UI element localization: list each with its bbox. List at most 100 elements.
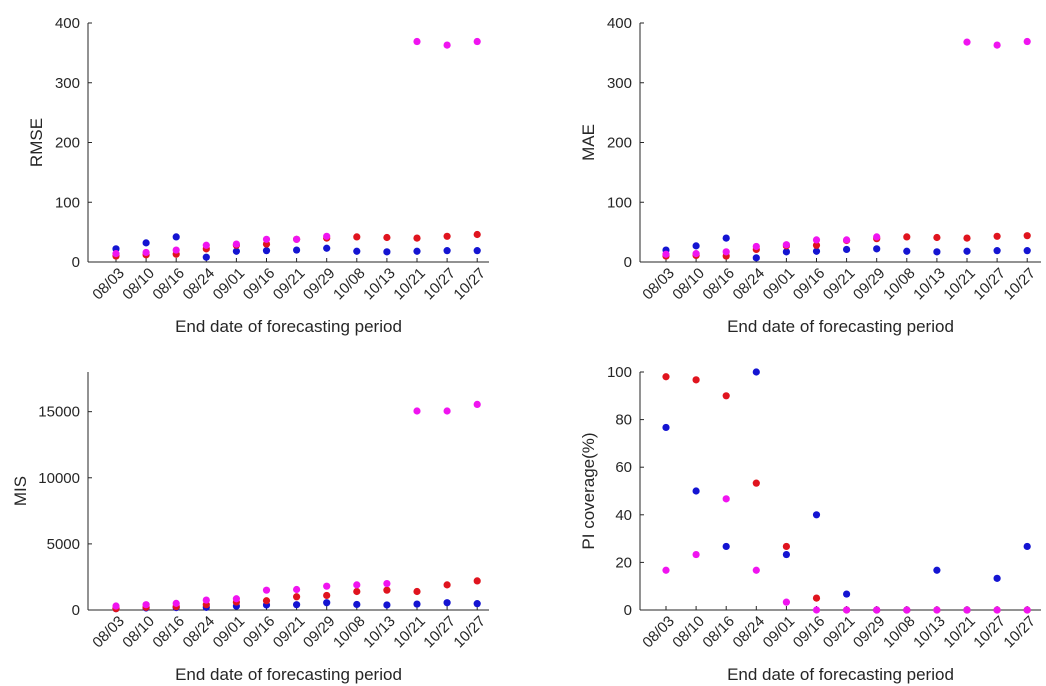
data-point-blue xyxy=(722,542,730,551)
data-point-magenta xyxy=(473,37,481,46)
x-tick-label: 10/21 xyxy=(940,613,979,652)
data-point-magenta xyxy=(202,241,210,249)
data-point-magenta xyxy=(473,400,481,408)
data-point-red xyxy=(692,376,700,384)
x-tick-label: 08/10 xyxy=(669,613,708,652)
data-point-blue xyxy=(963,247,971,255)
data-point-magenta xyxy=(413,407,421,415)
data-point-blue xyxy=(752,368,760,376)
data-point-blue xyxy=(323,244,331,252)
data-point-red xyxy=(323,591,331,600)
y-tick-label: 200 xyxy=(55,135,80,152)
data-point-blue xyxy=(812,511,821,519)
x-tick-label: 09/01 xyxy=(760,265,799,304)
y-tick-label: 15000 xyxy=(38,404,80,421)
data-point-blue xyxy=(142,239,150,247)
data-point-blue xyxy=(662,423,670,432)
x-tick-label: 10/21 xyxy=(390,265,429,304)
x-tick-label: 09/21 xyxy=(270,265,309,304)
data-point-red xyxy=(812,241,821,249)
x-tick-label: 09/21 xyxy=(820,265,859,304)
data-point-blue xyxy=(293,601,301,609)
y-tick-label: 0 xyxy=(72,254,80,271)
x-tick-label: 10/13 xyxy=(910,613,949,652)
x-tick-label: 10/08 xyxy=(880,265,919,304)
x-axis-title: End date of forecasting period xyxy=(175,665,402,684)
data-point-red xyxy=(722,392,730,400)
data-point-magenta xyxy=(1023,37,1031,46)
y-tick-label: 5000 xyxy=(47,536,80,553)
panel-mae: 010020030040008/0308/1008/1608/2409/0109… xyxy=(579,15,1041,336)
data-point-red xyxy=(782,542,791,551)
x-tick-label: 09/29 xyxy=(850,613,889,652)
x-tick-label: 09/29 xyxy=(300,265,339,304)
y-tick-label: 100 xyxy=(607,194,632,211)
data-point-magenta xyxy=(443,41,451,49)
data-point-magenta xyxy=(843,236,851,244)
y-tick-label: 40 xyxy=(615,507,632,524)
data-point-blue xyxy=(843,245,851,254)
x-tick-label: 10/27 xyxy=(1000,265,1039,304)
x-tick-label: 09/01 xyxy=(210,265,249,304)
data-point-magenta xyxy=(782,241,791,249)
x-tick-label: 09/29 xyxy=(850,265,889,304)
data-point-magenta xyxy=(232,240,240,248)
data-point-red xyxy=(443,581,451,589)
x-tick-label: 08/16 xyxy=(149,265,188,304)
data-point-red xyxy=(752,479,760,487)
data-point-red xyxy=(662,373,670,381)
panel-rmse: 010020030040008/0308/1008/1608/2409/0109… xyxy=(27,15,489,336)
data-point-blue xyxy=(903,247,911,255)
x-tick-label: 08/16 xyxy=(699,265,738,304)
x-tick-label: 09/21 xyxy=(270,613,309,652)
data-point-blue xyxy=(722,234,730,242)
x-tick-label: 10/13 xyxy=(360,613,399,652)
x-axis-title: End date of forecasting period xyxy=(175,317,402,336)
x-tick-label: 10/13 xyxy=(360,265,399,304)
data-point-blue xyxy=(692,487,700,495)
data-point-red xyxy=(443,232,451,240)
data-point-red xyxy=(293,593,301,601)
data-point-blue xyxy=(1023,247,1031,255)
y-tick-label: 400 xyxy=(55,15,80,32)
x-tick-label: 09/16 xyxy=(240,265,279,304)
y-axis-title: RMSE xyxy=(27,118,46,167)
x-tick-label: 08/24 xyxy=(180,265,219,304)
data-point-magenta xyxy=(993,606,1001,614)
y-axis-title: MIS xyxy=(11,476,30,506)
y-tick-label: 80 xyxy=(615,412,632,429)
x-tick-label: 10/27 xyxy=(420,265,459,304)
y-tick-label: 300 xyxy=(607,75,632,92)
x-tick-label: 08/24 xyxy=(730,613,769,652)
data-point-magenta xyxy=(782,598,791,606)
data-point-magenta xyxy=(933,606,941,614)
y-tick-label: 20 xyxy=(615,554,632,571)
x-tick-label: 09/16 xyxy=(790,265,829,304)
data-point-red xyxy=(383,233,391,242)
y-tick-label: 60 xyxy=(615,459,632,476)
data-point-blue xyxy=(752,254,760,262)
data-point-magenta xyxy=(112,602,120,610)
data-point-magenta xyxy=(722,495,730,503)
data-point-red xyxy=(812,594,821,602)
x-tick-label: 08/24 xyxy=(730,265,769,304)
data-point-blue xyxy=(993,247,1001,255)
x-tick-label: 08/10 xyxy=(119,613,158,652)
x-tick-label: 09/16 xyxy=(790,613,829,652)
data-point-blue xyxy=(353,247,361,255)
data-point-magenta xyxy=(383,579,391,588)
x-tick-label: 10/27 xyxy=(450,613,489,652)
y-tick-label: 400 xyxy=(607,15,632,32)
data-point-blue xyxy=(473,600,481,608)
data-point-blue xyxy=(782,550,791,559)
data-point-red xyxy=(473,230,481,239)
data-point-magenta xyxy=(142,248,150,257)
data-point-magenta xyxy=(353,581,361,589)
x-tick-label: 10/27 xyxy=(970,613,1009,652)
x-tick-label: 10/08 xyxy=(880,613,919,652)
data-point-blue xyxy=(843,590,851,598)
y-tick-label: 10000 xyxy=(38,470,80,487)
data-point-magenta xyxy=(662,250,670,258)
data-point-red xyxy=(353,233,361,241)
